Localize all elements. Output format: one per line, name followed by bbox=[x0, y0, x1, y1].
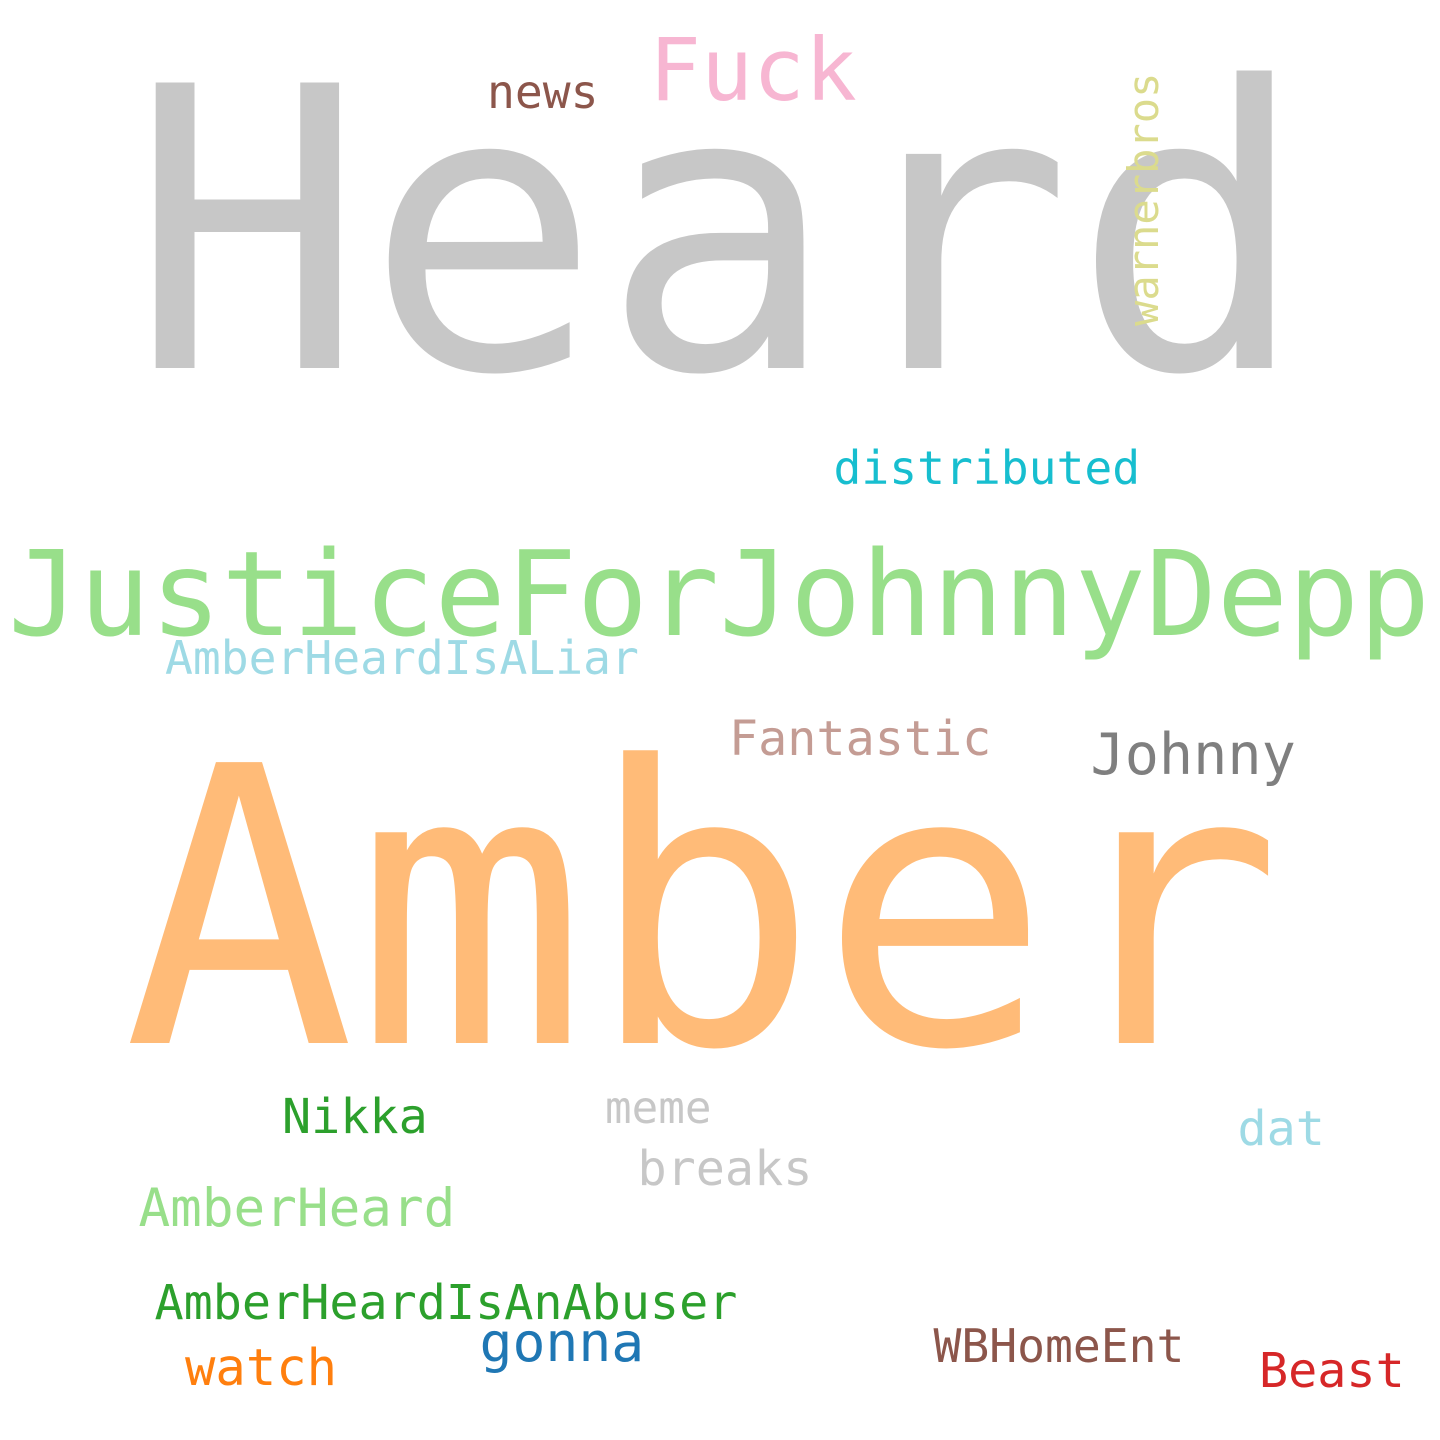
word-fuck: Fuck bbox=[649, 21, 857, 121]
word-meme: meme bbox=[605, 1083, 712, 1134]
word-beast: Beast bbox=[1259, 1343, 1405, 1399]
word-breaks: breaks bbox=[637, 1141, 813, 1197]
word-nikka: Nikka bbox=[282, 1089, 428, 1145]
word-fantastic: Fantastic bbox=[729, 711, 992, 767]
word-amber: Amber bbox=[123, 684, 1283, 1134]
word-watch: watch bbox=[185, 1337, 338, 1397]
word-heard: Heard bbox=[129, 6, 1309, 461]
word-warnerbros: warnerbros bbox=[1119, 72, 1168, 326]
word-dat: dat bbox=[1237, 1101, 1325, 1157]
word-johnny: Johnny bbox=[1090, 721, 1296, 788]
word-distributed: distributed bbox=[833, 441, 1141, 495]
word-justice-for-johnny-depp: JusticeForJohnnyDepp bbox=[8, 525, 1431, 663]
word-gonna: gonna bbox=[479, 1309, 645, 1374]
word-amber-heard-is-a-liar: AmberHeardIsALiar bbox=[165, 631, 639, 685]
word-amber-heard-is-an-abuser: AmberHeardIsAnAbuser bbox=[154, 1275, 738, 1331]
word-wbhomeent: WBHomeEnt bbox=[933, 1319, 1185, 1373]
word-news: news bbox=[487, 65, 599, 119]
word-amberheard: AmberHeard bbox=[138, 1177, 456, 1239]
